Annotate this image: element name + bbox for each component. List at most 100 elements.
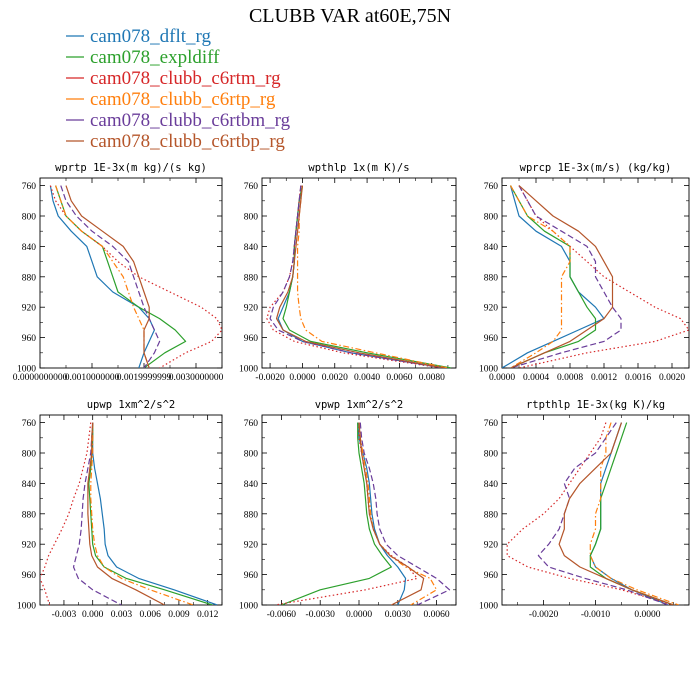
y-tick-label: 800 [244, 450, 259, 460]
y-tick-label: 800 [484, 213, 499, 223]
y-tick-label: 1000 [479, 365, 498, 375]
y-tick-label: 800 [22, 213, 37, 223]
series-line-3 [274, 422, 418, 605]
plot-frame [501, 414, 690, 606]
x-tick-label: 0.0030000000 [169, 373, 224, 383]
series-line-5 [537, 422, 669, 605]
series-line-1 [502, 185, 605, 368]
plot-frame [39, 414, 223, 606]
series-line-6 [87, 422, 165, 605]
y-tick-label: 840 [484, 480, 499, 490]
x-tick-label: 0.006 [139, 610, 161, 620]
series-line-3 [49, 185, 222, 368]
panel-title: rtpthlp 1E-3x(kg K)/kg [526, 399, 665, 411]
x-tick-label: 0.0000 [634, 610, 660, 620]
y-tick-label: 760 [244, 182, 259, 192]
y-tick-label: 760 [484, 419, 499, 429]
y-tick-label: 880 [484, 273, 499, 283]
y-tick-label: 760 [22, 182, 37, 192]
y-tick-label: 880 [244, 510, 259, 520]
x-tick-label: 0.009 [168, 610, 190, 620]
y-tick-label: 880 [22, 273, 37, 283]
panel-3: wprcp 1E-3x(m/s) (kg/kg) 760 800 840 880 920 9… [479, 162, 690, 383]
series-line-4 [296, 185, 449, 368]
x-tick-label: 0.0010000000 [65, 373, 120, 383]
series-line-2 [589, 422, 674, 605]
x-tick-label: -0.0020 [529, 610, 559, 620]
y-tick-label: 880 [22, 510, 37, 520]
series-line-4 [90, 422, 194, 605]
y-tick-label: 1000 [239, 602, 258, 612]
y-tick-label: 800 [244, 213, 259, 223]
y-tick-label: 760 [22, 419, 37, 429]
x-tick-label: -0.0010 [581, 610, 611, 620]
x-tick-label: 0.0016 [625, 373, 651, 383]
series-line-4 [55, 185, 150, 368]
y-tick-label: 920 [244, 304, 259, 314]
y-tick-label: 840 [22, 480, 37, 490]
figure-title: CLUBB VAR at60E,75N [249, 5, 451, 27]
x-tick-label: -0.003 [52, 610, 77, 620]
x-tick-label: 0.0000 [346, 610, 372, 620]
y-tick-label: 840 [244, 243, 259, 253]
series-line-3 [506, 422, 674, 605]
y-tick-label: 920 [22, 541, 37, 551]
legend-label: cam078_clubb_c6rtm_rg [90, 68, 281, 89]
plot-frame [261, 414, 457, 606]
y-tick-label: 880 [244, 273, 259, 283]
series-line-5 [269, 185, 444, 368]
plot-frame [261, 177, 457, 369]
x-tick-label: 0.0000000000 [13, 373, 68, 383]
x-tick-label: 0.0000 [289, 373, 315, 383]
plot-frame [39, 177, 223, 369]
y-tick-label: 960 [244, 334, 259, 344]
x-tick-label: 0.0080 [419, 373, 445, 383]
series-line-2 [88, 422, 213, 605]
x-tick-label: 0.000 [82, 610, 104, 620]
series-line-2 [55, 185, 187, 368]
y-tick-label: 1000 [17, 365, 36, 375]
series-line-6 [275, 185, 445, 368]
series-line-6 [510, 185, 614, 368]
plot-frame [501, 177, 690, 369]
y-tick-label: 840 [244, 480, 259, 490]
panel-title: wprcp 1E-3x(m/s) (kg/kg) [520, 162, 672, 174]
x-tick-label: 0.012 [197, 610, 219, 620]
x-tick-label: 0.0000 [489, 373, 515, 383]
x-tick-label: 0.0019999999 [117, 373, 172, 383]
x-tick-label: 0.0060 [424, 610, 450, 620]
series-line-2 [281, 422, 392, 605]
y-tick-label: 800 [22, 450, 37, 460]
series-line-3 [40, 422, 92, 605]
y-tick-label: 1000 [479, 602, 498, 612]
series-line-6 [558, 422, 674, 605]
y-tick-label: 1000 [239, 365, 258, 375]
legend-label: cam078_dflt_rg [90, 26, 212, 47]
series-line-1 [92, 422, 218, 605]
panels: wprtp 1E-3x(m kg)/(s kg) 760 800 840 880 920 9… [13, 162, 690, 620]
panel-1: wprtp 1E-3x(m kg)/(s kg) 760 800 840 880 920 9… [13, 162, 224, 383]
series-line-5 [359, 422, 451, 605]
x-tick-label: -0.0030 [306, 610, 336, 620]
x-tick-label: 0.0030 [385, 610, 411, 620]
series-line-4 [589, 422, 679, 605]
series-line-3 [518, 185, 689, 368]
y-tick-label: 960 [484, 334, 499, 344]
x-tick-label: 0.0004 [523, 373, 549, 383]
legend: cam078_dflt_rgcam078_expldiffcam078_club… [66, 26, 291, 152]
legend-label: cam078_clubb_c6rtbp_rg [90, 131, 285, 152]
x-tick-label: 0.0060 [386, 373, 412, 383]
panel-title: vpwp 1xm^2/s^2 [315, 399, 404, 411]
y-tick-label: 760 [244, 419, 259, 429]
series-line-5 [72, 422, 122, 605]
x-tick-label: 0.003 [111, 610, 133, 620]
y-tick-label: 960 [22, 334, 37, 344]
panel-2: wpthlp 1x(m K)/s 760 800 840 880 920 960 1000-0… [239, 162, 457, 383]
panel-title: upwp 1xm^2/s^2 [87, 399, 176, 411]
y-tick-label: 760 [484, 182, 499, 192]
x-tick-label: 0.0012 [591, 373, 617, 383]
x-tick-label: -0.0060 [267, 610, 297, 620]
y-tick-label: 960 [484, 571, 499, 581]
y-tick-label: 880 [484, 510, 499, 520]
